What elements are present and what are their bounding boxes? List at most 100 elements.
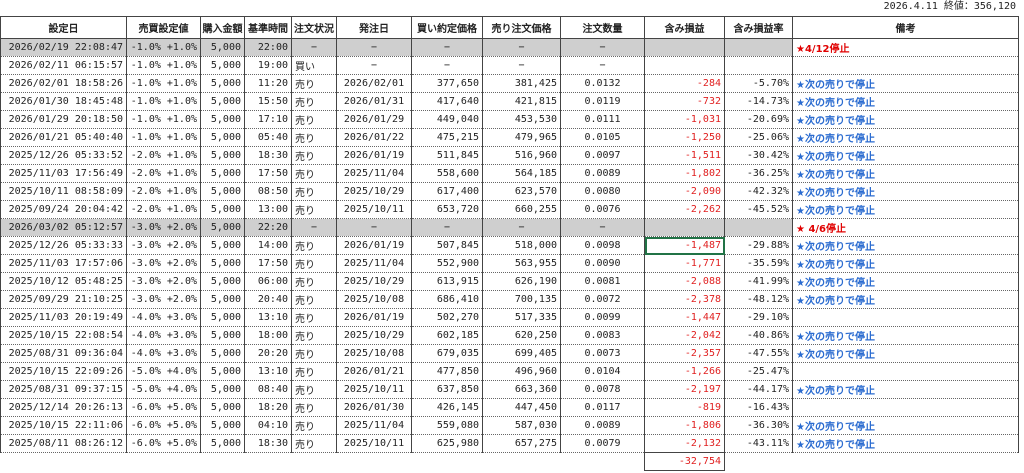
cell: 2026/01/30 [336, 398, 412, 417]
cell: -2,088 [644, 272, 725, 291]
cell: 679,035 [411, 344, 483, 363]
blank-cell [793, 453, 1019, 471]
row: 2026/02/19 22:08:47 -1.0% +1.0% 5,000 22:00… [0, 38, 1019, 57]
cell: 2025/10/15 22:11:06 [0, 416, 127, 435]
blank-cell [561, 453, 645, 471]
row: 2025/10/15 22:08:54 -4.0% +3.0% 5,000 18:00… [0, 326, 1019, 345]
cell: -40.86% [724, 326, 793, 345]
cell: 626,190 [482, 272, 561, 291]
cell: -44.17% [724, 380, 793, 399]
cell: ★次の売りで停止 [792, 236, 1019, 255]
cell: -1,031 [644, 110, 725, 129]
cell: -1,266 [644, 362, 725, 381]
cell: 657,275 [482, 434, 561, 453]
cell: − [560, 218, 645, 237]
cell: 0.0081 [560, 272, 645, 291]
cell: 5,000 [200, 362, 245, 381]
cell: 売り [291, 182, 337, 201]
cell: 0.0105 [560, 128, 645, 147]
cell: 558,600 [411, 164, 483, 183]
cell: 587,030 [482, 416, 561, 435]
cell: 18:30 [244, 146, 292, 165]
cell: -29.88% [724, 236, 793, 255]
cell: ★次の売りで停止 [792, 326, 1019, 345]
cell: 2025/10/08 [336, 344, 412, 363]
cell: 5,000 [200, 38, 245, 57]
cell: 2025/10/11 08:58:09 [0, 182, 127, 201]
cell: 377,650 [411, 74, 483, 93]
cell: 14:00 [244, 236, 292, 255]
cell: -3.0% +2.0% [126, 218, 201, 237]
row: 2025/09/29 21:10:25 -3.0% +2.0% 5,000 20:40… [0, 290, 1019, 309]
cell: 売り [291, 74, 337, 93]
cell: -48.12% [724, 290, 793, 309]
cell: 15:50 [244, 92, 292, 111]
cell: 5,000 [200, 326, 245, 345]
cell: 518,000 [482, 236, 561, 255]
row: 2026/01/30 18:45:48 -1.0% +1.0% 5,000 15:50… [0, 92, 1019, 111]
cell: 08:40 [244, 380, 292, 399]
cell: 0.0090 [560, 254, 645, 273]
cell: 2026/03/02 05:12:57 [0, 218, 127, 237]
cell: 602,185 [411, 326, 483, 345]
total-cell: -32,754 [644, 452, 725, 471]
cell: -4.0% +3.0% [126, 344, 201, 363]
cell: 17:50 [244, 254, 292, 273]
cell: 563,955 [482, 254, 561, 273]
cell: 売り [291, 344, 337, 363]
total-row: -32,754 [1, 452, 1019, 471]
cell: 2025/09/29 21:10:25 [0, 290, 127, 309]
cell: 5,000 [200, 146, 245, 165]
cell: 2025/10/29 [336, 182, 412, 201]
cell: 2025/08/31 09:37:15 [0, 380, 127, 399]
cell: ★4/12停止 [792, 38, 1019, 57]
row: 2025/12/26 05:33:52 -2.0% +1.0% 5,000 18:30… [0, 146, 1019, 165]
cell: − [411, 38, 483, 57]
cell: -732 [644, 92, 725, 111]
cell: 売り [291, 362, 337, 381]
cell: 0.0097 [560, 146, 645, 165]
cell: 買い [291, 56, 337, 75]
cell: ★次の売りで停止 [792, 110, 1019, 129]
row: 2025/10/15 22:09:26 -5.0% +4.0% 5,000 13:10… [0, 362, 1019, 381]
row: 2025/08/31 09:37:15 -5.0% +4.0% 5,000 08:40… [0, 380, 1019, 399]
cell: -3.0% +2.0% [126, 236, 201, 255]
cell [792, 398, 1019, 417]
cell: -1,802 [644, 164, 725, 183]
cell: 453,530 [482, 110, 561, 129]
cell: 0.0072 [560, 290, 645, 309]
cell: − [336, 38, 412, 57]
cell: 417,640 [411, 92, 483, 111]
cell: -4.0% +3.0% [126, 326, 201, 345]
cell: 2025/11/04 [336, 416, 412, 435]
cell: -16.43% [724, 398, 793, 417]
cell: 475,215 [411, 128, 483, 147]
cell: 663,360 [482, 380, 561, 399]
cell: ★次の売りで停止 [792, 182, 1019, 201]
cell: 0.0119 [560, 92, 645, 111]
row: 2025/10/12 05:48:25 -3.0% +2.0% 5,000 06:00… [0, 272, 1019, 291]
cell: -1,771 [644, 254, 725, 273]
cell: 421,815 [482, 92, 561, 111]
cell: 552,900 [411, 254, 483, 273]
cell: 511,845 [411, 146, 483, 165]
cell: 13:10 [244, 308, 292, 327]
cell: − [560, 56, 645, 75]
rows: 2026/02/19 22:08:47 -1.0% +1.0% 5,000 22:00… [0, 38, 1019, 453]
blank-cell [412, 453, 483, 471]
cell: ★次の売りで停止 [792, 164, 1019, 183]
cell: -2.0% +1.0% [126, 164, 201, 183]
date: 2026.4.11 [883, 1, 938, 12]
cell: -2.0% +1.0% [126, 200, 201, 219]
cell: 売り [291, 146, 337, 165]
cell: 2026/01/19 [336, 308, 412, 327]
cell: 617,400 [411, 182, 483, 201]
cell: ★次の売りで停止 [792, 254, 1019, 273]
cell: 0.0104 [560, 362, 645, 381]
cell: ★次の売りで停止 [792, 74, 1019, 93]
cell: 2025/11/03 20:19:49 [0, 308, 127, 327]
cell: 623,570 [482, 182, 561, 201]
header: 2026.4.11 終値：356,120 [884, 0, 1016, 14]
cell: 18:00 [244, 326, 292, 345]
cell: ★次の売りで停止 [792, 380, 1019, 399]
